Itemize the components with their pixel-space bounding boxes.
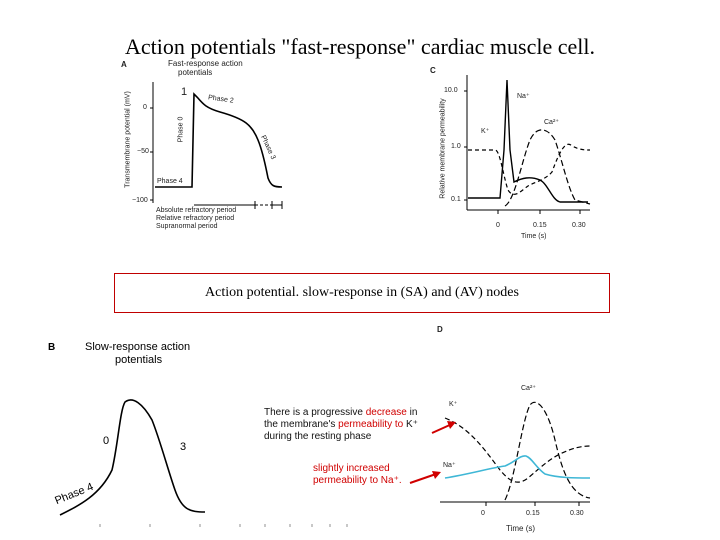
annotation-1-red-1: decrease (365, 407, 407, 418)
panel-c-na-label: Na⁺ (517, 93, 530, 100)
panel-c-k-curve (468, 143, 591, 195)
panel-a-heading: Fast-response action potentials (168, 59, 243, 77)
legend-absolute-refractory: Absolute refractory period (156, 207, 237, 214)
panel-a-ytick-0: 0 (143, 104, 147, 111)
annotation-1-pre: There is a progressive (264, 407, 366, 418)
panel-a-heading-line2: potentials (178, 68, 213, 77)
panel-b-phase0-label: 0 (103, 435, 110, 447)
slow-response-action-potential-curve (59, 399, 206, 516)
panel-c-letter: C (430, 66, 436, 75)
slow-response-caption-text: Action potential. slow-response in (SA) … (205, 285, 519, 300)
fast-response-action-potential-curve (155, 92, 283, 188)
panel-c-na-curve (468, 79, 588, 203)
panel-d-na-curve (444, 455, 591, 479)
panel-c-ytick-label-10: 10.0 (444, 87, 458, 94)
panel-d-k-curve (444, 417, 591, 483)
arrow-to-k-shaft (431, 423, 453, 434)
annotation-1-red-2: permeability to (338, 419, 404, 430)
annotation-na-permeability: slightly increased permeability to Na⁺. (313, 463, 433, 487)
panel-d-na-label: Na⁺ (443, 462, 456, 469)
panel-c-ytick-label-1: 1.0 (451, 143, 461, 150)
panel-c-ca-label: Ca²⁺ (544, 119, 559, 126)
panel-b-letter: B (48, 342, 56, 353)
panel-d-xlabel: Time (s) (506, 524, 536, 533)
panel-a-ytick-1: −50 (137, 148, 149, 155)
panel-c-xtick-label-015: 0.15 (533, 222, 547, 229)
panel-b-heading: Slow-response action potentials (85, 341, 190, 367)
panel-c-xtick-label-030: 0.30 (572, 222, 586, 229)
panel-b-heading-line2: potentials (115, 354, 163, 366)
panel-a-phase1-label: 1 (181, 86, 188, 98)
panel-d-xtick-label-0: 0 (481, 510, 485, 517)
panel-a-letter: A (121, 60, 127, 69)
annotation-1-mid: in the membrane's (264, 407, 418, 430)
panel-c-ytick-label-01: 0.1 (451, 196, 461, 203)
panel-a-legend: Absolute refractory period Relative refr… (156, 207, 236, 231)
panel-c-ylabel: Relative membrane permeability (439, 98, 447, 199)
annotation-1-post: K⁺ during the resting phase (264, 419, 418, 442)
panel-b-time-ticks (99, 524, 348, 527)
legend-supranormal: Supranormal period (156, 223, 218, 230)
legend-relative-refractory: Relative refractory period (156, 215, 235, 222)
panel-d-ca-label: Ca²⁺ (521, 385, 536, 392)
panel-d-xtick-label-030: 0.30 (570, 510, 584, 517)
slow-response-caption-box: Action potential. slow-response in (SA) … (114, 273, 610, 313)
panel-c-k-label: K⁺ (481, 128, 490, 135)
panel-a-phase4-label: Phase 4 (157, 178, 183, 185)
annotation-2-line1: slightly increased (313, 463, 390, 474)
annotation-k-permeability: There is a progressive decrease in the m… (264, 407, 434, 443)
panel-a-ytick-2: −100 (132, 197, 148, 204)
arrow-to-na-head (432, 471, 441, 479)
panel-b-heading-line1: Slow-response action (85, 341, 191, 353)
panel-d-xtick-label-015: 0.15 (526, 510, 540, 517)
panel-d-letter: D (437, 325, 443, 334)
panel-a-heading-line1: Fast-response action (168, 59, 243, 68)
panel-c-xtick-label-0: 0 (496, 222, 500, 229)
panel-c-xlabel: Time (s) (521, 233, 547, 240)
arrow-to-k-head (447, 421, 456, 429)
panel-c-ca-curve (504, 129, 591, 207)
annotation-2-line2: permeability to Na⁺. (313, 475, 402, 486)
panel-b-phase3-label: 3 (180, 441, 187, 453)
panel-d-ca-curve (504, 401, 591, 501)
panel-d-k-label: K⁺ (449, 401, 458, 408)
slide-title: Action potentials "fast-response" cardia… (124, 34, 595, 59)
arrow-to-na-shaft (409, 473, 437, 484)
